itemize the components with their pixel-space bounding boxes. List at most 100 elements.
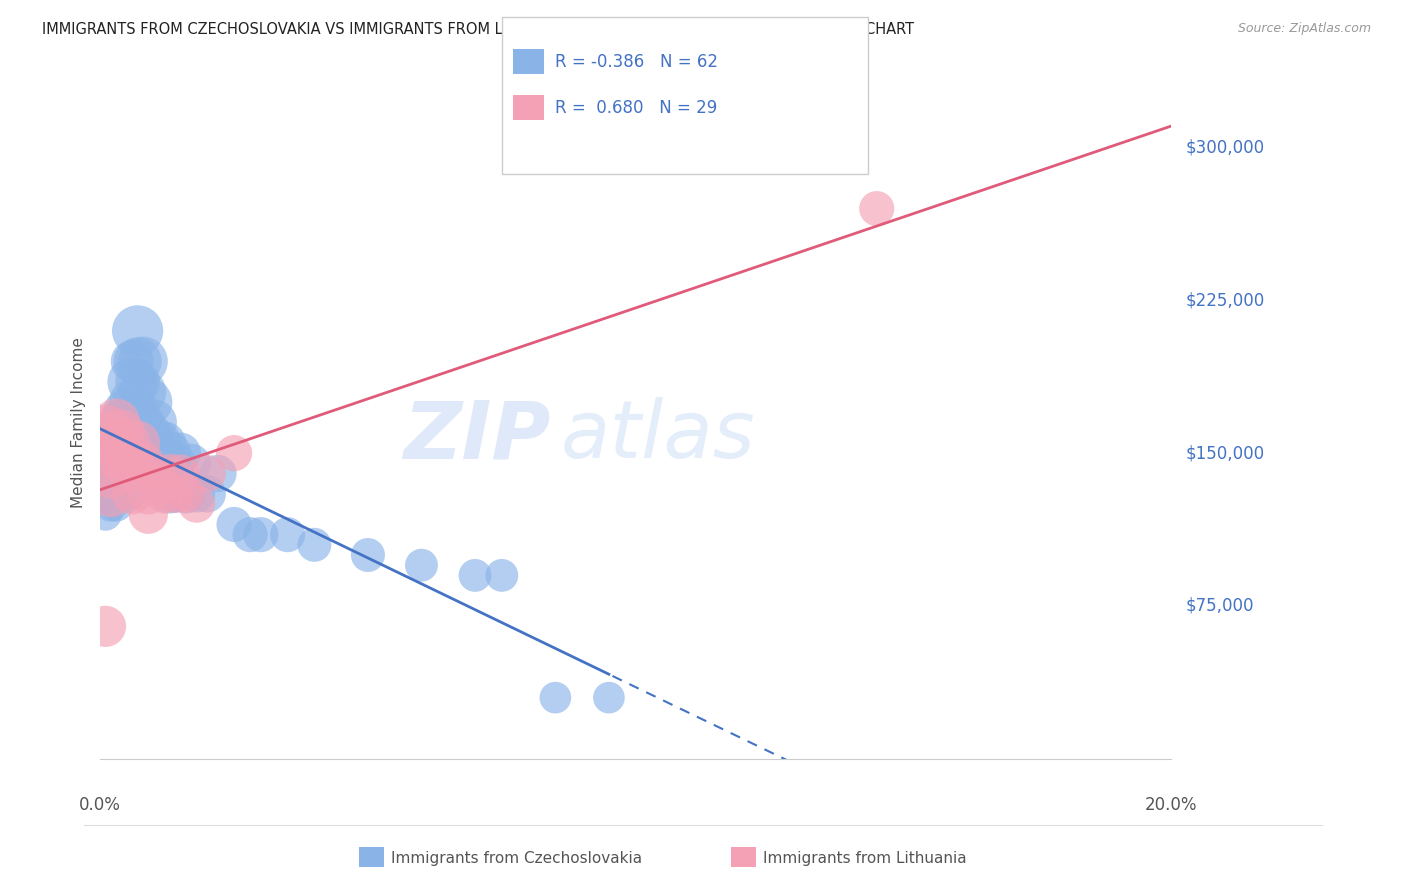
Point <box>127 467 149 481</box>
Point <box>127 405 149 419</box>
Point <box>195 487 218 501</box>
Point <box>105 416 128 430</box>
Point <box>110 456 132 470</box>
Text: atlas: atlas <box>561 397 755 475</box>
Text: $225,000: $225,000 <box>1185 292 1264 310</box>
Point <box>132 416 155 430</box>
Point <box>598 690 620 705</box>
Text: $75,000: $75,000 <box>1185 597 1254 615</box>
Text: $150,000: $150,000 <box>1185 444 1264 462</box>
Point <box>142 416 165 430</box>
Point <box>222 517 245 532</box>
Point <box>110 416 132 430</box>
Text: 0.0%: 0.0% <box>79 796 121 814</box>
Point <box>491 568 513 582</box>
Point <box>186 497 208 511</box>
Point <box>222 446 245 460</box>
Point <box>105 425 128 440</box>
Point <box>127 354 149 368</box>
Text: Immigrants from Lithuania: Immigrants from Lithuania <box>763 851 967 865</box>
Point <box>159 487 181 501</box>
Point <box>127 324 149 338</box>
Point <box>136 487 159 501</box>
Point <box>159 446 181 460</box>
Point <box>127 375 149 389</box>
Point <box>169 446 191 460</box>
Point <box>115 456 138 470</box>
Point <box>94 425 117 440</box>
Point <box>195 467 218 481</box>
Point <box>866 202 889 216</box>
Point <box>169 467 191 481</box>
Point <box>165 456 187 470</box>
Point <box>127 436 149 450</box>
Point <box>277 527 299 541</box>
Point <box>148 467 170 481</box>
Text: Immigrants from Czechoslovakia: Immigrants from Czechoslovakia <box>391 851 643 865</box>
Point <box>132 456 155 470</box>
Point <box>165 487 187 501</box>
Point <box>94 508 117 522</box>
Point <box>121 375 143 389</box>
Point <box>464 568 486 582</box>
Point <box>110 425 132 440</box>
Point <box>148 436 170 450</box>
Point <box>186 487 208 501</box>
Point <box>207 467 229 481</box>
Point <box>153 436 176 450</box>
Text: R =  0.680   N = 29: R = 0.680 N = 29 <box>555 99 717 117</box>
Point <box>100 497 122 511</box>
Point <box>115 456 138 470</box>
Point <box>142 456 165 470</box>
Point <box>100 476 122 491</box>
Point <box>136 425 159 440</box>
Point <box>357 548 380 562</box>
Point <box>142 467 165 481</box>
Point <box>142 476 165 491</box>
Point <box>110 456 132 470</box>
Point <box>304 538 326 552</box>
Point <box>100 436 122 450</box>
Point <box>148 476 170 491</box>
Point <box>180 456 202 470</box>
Text: 20.0%: 20.0% <box>1144 796 1198 814</box>
Point <box>115 405 138 419</box>
Point <box>159 467 181 481</box>
Point <box>115 436 138 450</box>
Text: $300,000: $300,000 <box>1185 138 1264 156</box>
Point <box>153 487 176 501</box>
Point <box>544 690 567 705</box>
Point <box>94 487 117 501</box>
Point <box>121 354 143 368</box>
Point <box>132 354 155 368</box>
Text: R = -0.386   N = 62: R = -0.386 N = 62 <box>555 53 718 70</box>
Point <box>94 619 117 633</box>
Point <box>121 456 143 470</box>
Point <box>100 467 122 481</box>
Point <box>94 436 117 450</box>
Point <box>132 384 155 399</box>
Point <box>115 436 138 450</box>
Point <box>100 487 122 501</box>
Point <box>121 395 143 409</box>
Point <box>174 487 197 501</box>
Point <box>153 476 176 491</box>
Text: IMMIGRANTS FROM CZECHOSLOVAKIA VS IMMIGRANTS FROM LITHUANIA MEDIAN FAMILY INCOME: IMMIGRANTS FROM CZECHOSLOVAKIA VS IMMIGR… <box>42 22 914 37</box>
Point <box>136 508 159 522</box>
Point <box>94 456 117 470</box>
Text: ZIP: ZIP <box>402 397 550 475</box>
Point <box>174 487 197 501</box>
Point <box>136 456 159 470</box>
Point <box>110 487 132 501</box>
Text: Source: ZipAtlas.com: Source: ZipAtlas.com <box>1237 22 1371 36</box>
Y-axis label: Median Family Income: Median Family Income <box>72 337 86 508</box>
Point <box>121 487 143 501</box>
Point <box>105 497 128 511</box>
Point <box>105 467 128 481</box>
Point <box>115 487 138 501</box>
Point <box>249 527 271 541</box>
Point <box>142 436 165 450</box>
Point <box>239 527 262 541</box>
Point <box>411 558 433 573</box>
Point <box>110 436 132 450</box>
